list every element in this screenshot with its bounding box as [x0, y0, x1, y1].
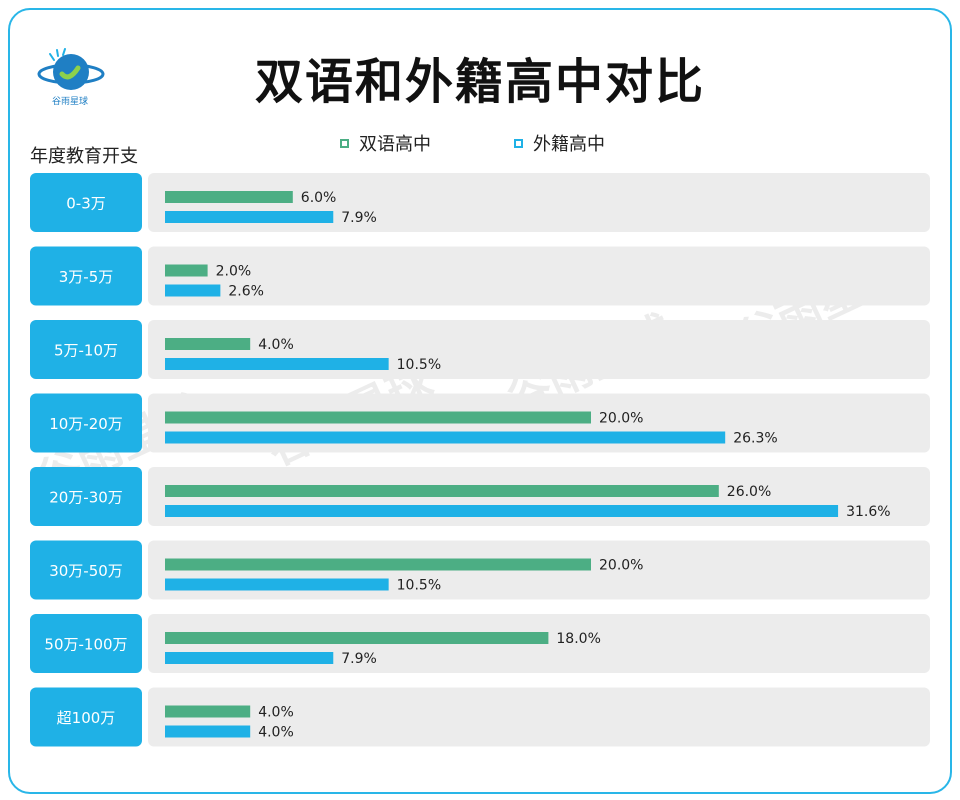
bar: [165, 558, 591, 571]
category-label-box: [30, 614, 142, 673]
data-label: 7.9%: [341, 210, 377, 226]
data-label: 26.3%: [733, 431, 777, 447]
category-label: 5万-10万: [54, 342, 118, 360]
legend-swatch-international: [514, 138, 523, 148]
category-label-box: [30, 393, 142, 453]
chart-title: 双语和外籍高中对比: [254, 54, 705, 110]
bar: [165, 578, 389, 591]
data-label: 10.5%: [397, 578, 441, 594]
bar: [165, 338, 251, 350]
bar: [165, 485, 719, 497]
bar: [165, 211, 334, 223]
data-label: 2.0%: [216, 264, 252, 280]
legend-swatch-bilingual: [340, 138, 349, 148]
bar: [165, 264, 208, 277]
category-label: 0-3万: [66, 195, 106, 213]
bar: [165, 505, 839, 517]
category-label: 超100万: [57, 709, 116, 727]
data-label: 26.0%: [727, 484, 771, 500]
bar: [165, 191, 293, 203]
bar-chart: 0-3万 6.0%7.9%3万-5万 2.0%2.6%5万-10万 4.0%10.5%…: [30, 173, 930, 747]
planet-icon: [37, 48, 105, 90]
legend-item-bilingual: 双语高中: [340, 130, 431, 156]
data-label: 20.0%: [599, 558, 643, 574]
category-label: 3万-5万: [59, 268, 114, 286]
data-label: 20.0%: [599, 411, 643, 427]
legend-label-international: 外籍高中: [533, 134, 605, 155]
category-label-box: [30, 540, 142, 600]
data-label: 10.5%: [397, 357, 441, 373]
bar: [165, 411, 591, 424]
bar: [165, 358, 389, 370]
data-label: 2.6%: [228, 284, 264, 300]
legend-label-bilingual: 双语高中: [359, 134, 431, 155]
bar: [165, 431, 726, 444]
bar: [165, 725, 251, 738]
row-background: [148, 246, 930, 306]
category-label: 50万-100万: [44, 636, 127, 654]
data-label: 18.0%: [556, 631, 600, 647]
category-label: 20万-30万: [49, 489, 123, 507]
bar: [165, 632, 549, 644]
category-label: 10万-20万: [49, 415, 123, 433]
category-label: 30万-50万: [49, 562, 123, 580]
logo-text: 谷雨星球: [51, 97, 88, 107]
chart-frame: 谷雨星球 双语和外籍高中对比 年度教育开支 双语高中 外籍高中 谷雨星球 谷雨星…: [8, 8, 952, 794]
category-label-box: [30, 687, 142, 747]
category-label-box: [30, 467, 142, 526]
legend-item-international: 外籍高中: [514, 130, 605, 156]
data-label: 4.0%: [258, 725, 294, 741]
data-label: 4.0%: [258, 337, 294, 353]
bar: [165, 652, 334, 664]
data-label: 7.9%: [341, 651, 377, 667]
row-background: [148, 173, 930, 232]
data-label: 31.6%: [846, 504, 890, 520]
row-background: [148, 687, 930, 747]
data-label: 6.0%: [301, 190, 337, 206]
data-label: 4.0%: [258, 705, 294, 721]
chart-subtitle: 年度教育开支: [30, 146, 138, 167]
logo: [36, 46, 106, 106]
bar: [165, 284, 221, 297]
bar: [165, 705, 251, 718]
category-label-box: [30, 173, 142, 232]
category-label-box: [30, 246, 142, 306]
category-label-box: [30, 320, 142, 379]
